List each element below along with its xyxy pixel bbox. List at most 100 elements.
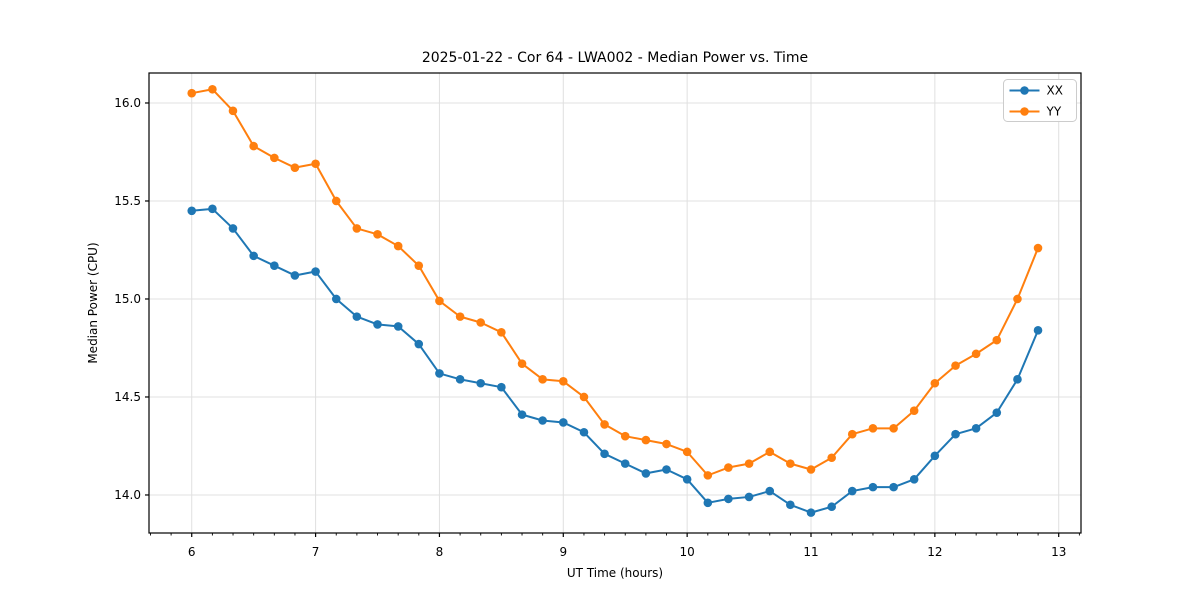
data-point-YY <box>682 447 692 457</box>
data-point-XX <box>373 320 382 329</box>
x-tick-label: 9 <box>559 545 567 559</box>
y-tick-label: 15.5 <box>114 194 141 208</box>
data-point-XX <box>228 224 238 233</box>
data-point-XX <box>724 494 733 504</box>
data-point-YY <box>290 163 300 172</box>
data-point-YY <box>620 431 630 441</box>
data-point-XX <box>538 416 547 425</box>
data-point-YY <box>249 141 258 151</box>
x-tick-label: 11 <box>803 545 818 559</box>
data-point-YY <box>971 349 981 359</box>
data-point-YY <box>847 429 857 439</box>
data-series <box>187 84 1043 517</box>
data-point-XX <box>786 500 795 510</box>
data-point-YY <box>806 465 816 474</box>
data-point-XX <box>682 474 692 484</box>
data-point-YY <box>827 453 836 463</box>
x-tick-label: 8 <box>436 545 444 559</box>
series-YY <box>187 84 1043 480</box>
data-point-XX <box>476 378 485 388</box>
plot-border <box>148 72 1082 534</box>
data-point-XX <box>290 271 300 280</box>
data-point-YY <box>270 153 279 163</box>
legend-label-XX: XX <box>1047 84 1063 98</box>
data-point-YY <box>992 335 1002 345</box>
data-point-XX <box>765 486 775 496</box>
data-point-XX <box>455 375 465 384</box>
data-point-XX <box>249 251 258 261</box>
x-axis-label: UT Time (hours) <box>567 566 663 580</box>
legend-marker-YY <box>1020 107 1029 116</box>
data-point-XX <box>393 322 403 331</box>
x-tick-label: 10 <box>680 545 695 559</box>
axis-ticks: 6 7 8 9 10 11 12 13 14.0 14.5 15.0 15.5 16.0 <box>114 96 1080 559</box>
data-point-YY <box>311 159 320 169</box>
data-point-XX <box>620 459 630 468</box>
data-point-YY <box>517 359 527 368</box>
data-point-YY <box>228 106 238 116</box>
data-point-YY <box>889 424 898 433</box>
chart-title: 2025-01-22 - Cor 64 - LWA002 - Median Po… <box>422 50 808 66</box>
data-point-XX <box>744 492 754 502</box>
y-tick-label: 15.0 <box>114 292 141 306</box>
data-point-XX <box>827 502 836 512</box>
data-point-YY <box>476 318 485 327</box>
series-XX <box>187 204 1043 517</box>
x-tick-label: 6 <box>188 545 196 559</box>
legend: XX YY <box>1003 79 1077 122</box>
data-point-XX <box>352 312 362 321</box>
data-point-YY <box>331 196 341 206</box>
x-tick-label: 12 <box>927 545 942 559</box>
data-point-YY <box>951 361 960 370</box>
data-point-XX <box>600 449 609 459</box>
data-point-XX <box>208 204 217 214</box>
y-tick-label: 16.0 <box>114 96 141 110</box>
x-tick-label: 13 <box>1051 545 1066 559</box>
data-point-YY <box>579 392 589 402</box>
data-point-XX <box>868 482 878 492</box>
y-tick-label: 14.0 <box>114 488 141 502</box>
legend-marker-XX <box>1020 86 1029 95</box>
data-point-YY <box>1013 294 1022 304</box>
data-point-YY <box>1033 243 1043 253</box>
series-line-YY <box>190 88 1040 477</box>
data-point-XX <box>662 465 671 474</box>
data-point-XX <box>414 339 424 349</box>
x-tick-label: 7 <box>312 545 320 559</box>
data-point-YY <box>538 375 547 384</box>
data-point-XX <box>497 382 506 392</box>
data-point-YY <box>352 224 362 233</box>
data-point-XX <box>909 474 919 484</box>
data-point-XX <box>187 206 197 216</box>
data-point-XX <box>992 408 1002 417</box>
data-point-XX <box>641 469 651 478</box>
data-point-YY <box>744 459 754 468</box>
data-point-YY <box>641 435 651 445</box>
data-point-XX <box>270 261 279 270</box>
data-point-XX <box>951 429 960 439</box>
data-point-YY <box>455 312 465 321</box>
legend-box <box>1003 79 1077 122</box>
data-point-YY <box>414 261 424 270</box>
data-point-XX <box>558 418 568 427</box>
data-point-YY <box>187 88 197 98</box>
data-point-XX <box>331 294 341 304</box>
series-line-XX <box>190 207 1040 514</box>
data-point-YY <box>786 459 795 468</box>
data-point-XX <box>311 267 320 276</box>
data-point-YY <box>393 241 403 251</box>
data-point-YY <box>703 471 713 480</box>
data-point-YY <box>868 424 878 433</box>
legend-item-XX: XX <box>1009 84 1063 98</box>
data-point-XX <box>1033 326 1043 335</box>
data-point-XX <box>1013 375 1022 384</box>
data-point-YY <box>208 84 217 94</box>
data-point-YY <box>600 420 609 429</box>
data-point-XX <box>517 410 527 419</box>
data-point-XX <box>806 508 816 517</box>
data-point-YY <box>909 406 919 415</box>
data-point-XX <box>435 369 444 378</box>
data-point-YY <box>373 230 382 239</box>
data-point-XX <box>971 424 981 433</box>
